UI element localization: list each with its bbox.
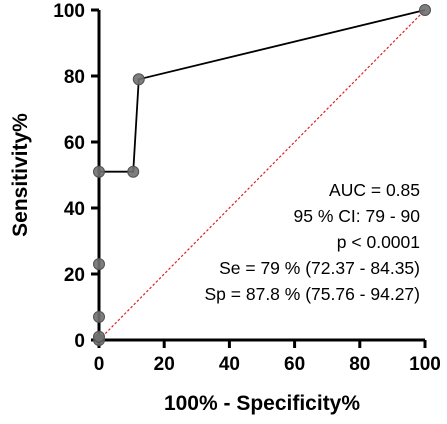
y-tick-label: 60 xyxy=(64,133,85,154)
annotation-p-value: p < 0.0001 xyxy=(337,232,420,252)
x-axis-title: 100% - Specificity% xyxy=(164,392,360,415)
roc-point xyxy=(93,258,105,271)
roc-point xyxy=(93,310,105,323)
x-tick-label: 100 xyxy=(409,354,441,375)
reference-diagonal xyxy=(98,9,426,341)
tick-labels: 0 20 40 60 80 100 0 20 40 60 80 100 xyxy=(53,1,441,375)
x-tick-label: 80 xyxy=(349,354,370,375)
ticks xyxy=(91,8,427,348)
annotation-specificity: Sp = 87.8 % (75.76 - 94.27) xyxy=(205,284,421,304)
x-tick-label: 60 xyxy=(284,354,305,375)
roc-point xyxy=(93,165,105,178)
annotation-block: AUC = 0.85 95 % CI: 79 - 90 p < 0.0001 S… xyxy=(205,180,421,304)
y-tick-label: 40 xyxy=(64,199,85,220)
x-tick-label: 40 xyxy=(219,354,240,375)
roc-point xyxy=(419,4,431,16)
roc-point xyxy=(132,73,145,86)
annotation-auc: AUC = 0.85 xyxy=(329,180,420,200)
roc-points xyxy=(93,4,431,346)
y-axis-title: Sensitivity% xyxy=(9,113,32,237)
annotation-ci: 95 % CI: 79 - 90 xyxy=(294,206,421,226)
y-tick-label: 20 xyxy=(64,265,85,286)
x-tick-label: 0 xyxy=(94,354,105,375)
x-tick-label: 20 xyxy=(154,354,175,375)
y-tick-label: 0 xyxy=(74,331,85,352)
y-tick-label: 80 xyxy=(64,67,85,88)
roc-point xyxy=(93,330,105,343)
roc-point xyxy=(127,165,140,178)
y-tick-label: 100 xyxy=(53,1,85,22)
annotation-sensitivity: Se = 79 % (72.37 - 84.35) xyxy=(219,258,420,278)
